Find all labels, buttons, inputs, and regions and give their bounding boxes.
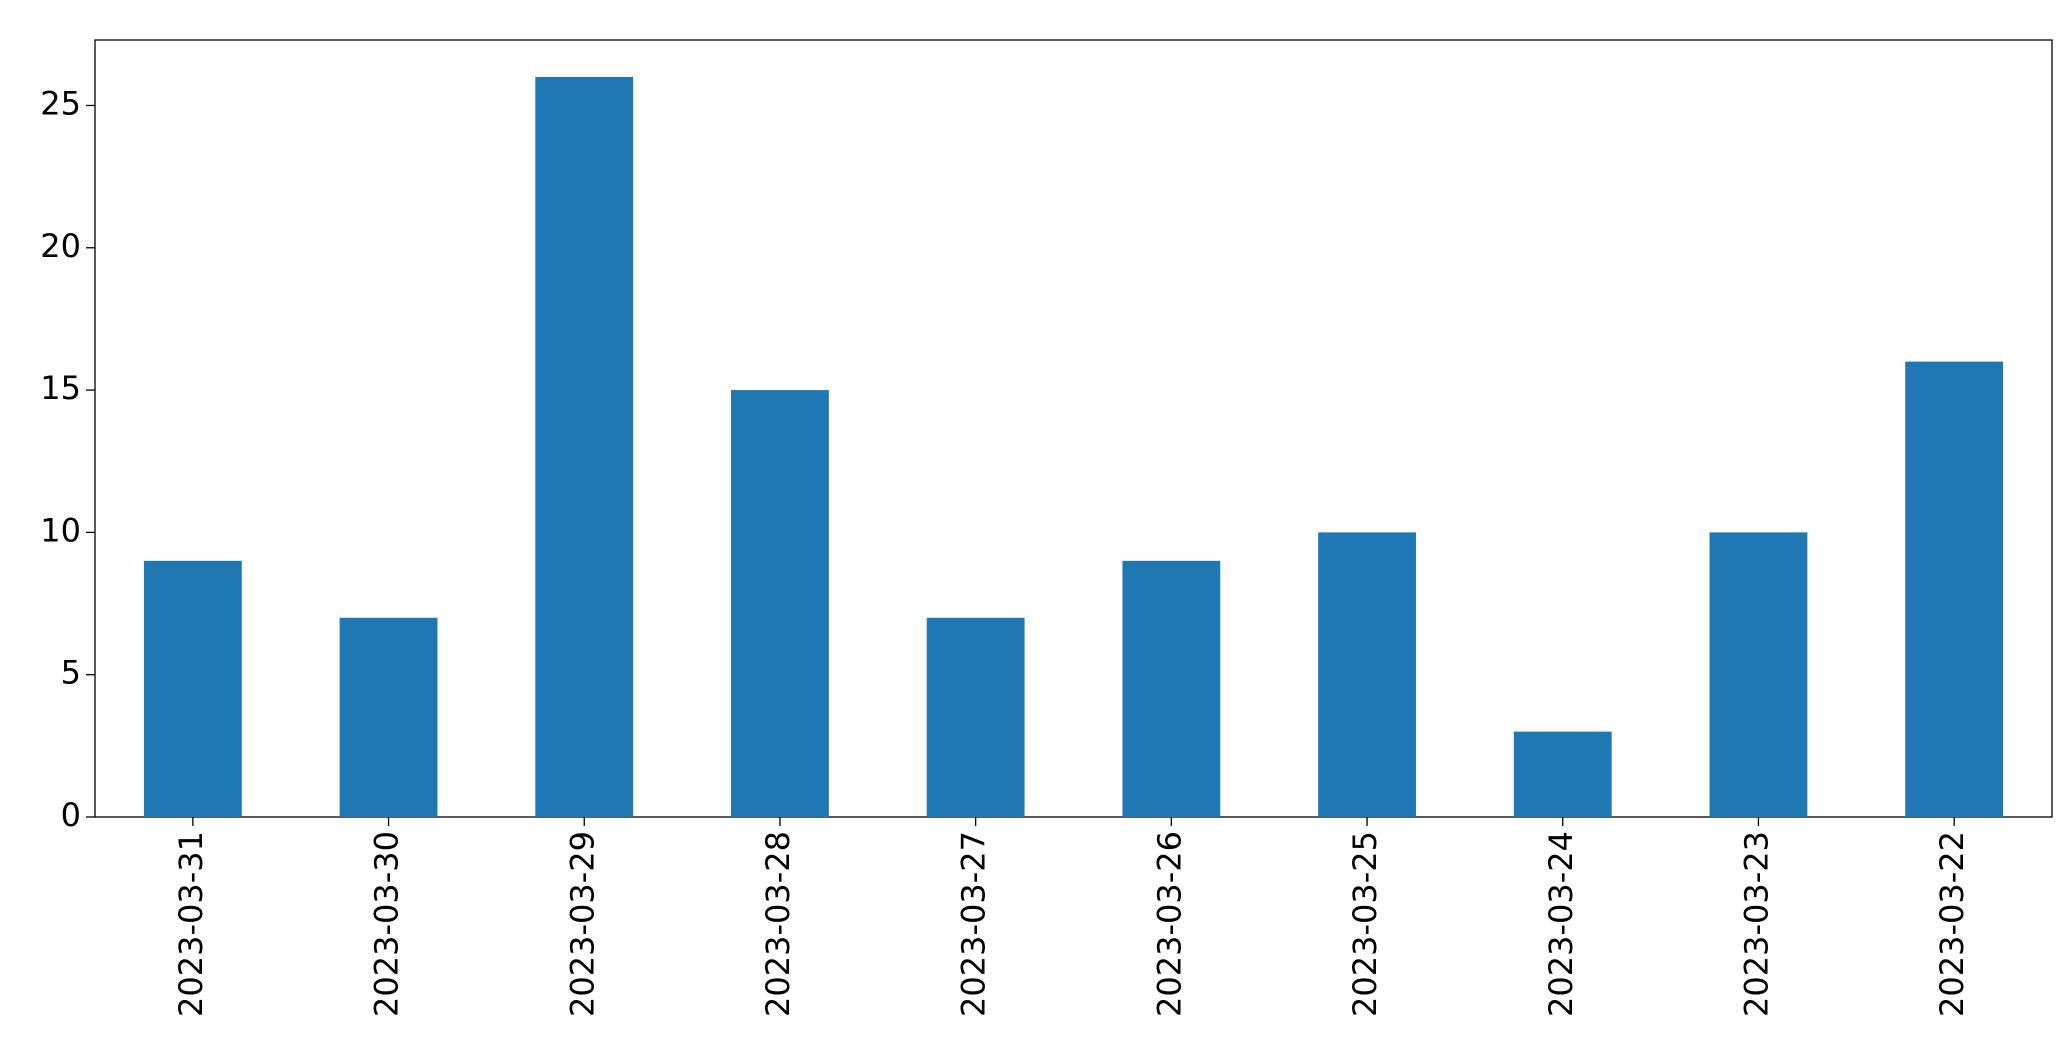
y-tick-label: 0 (61, 796, 81, 834)
x-tick-label: 2023-03-23 (1737, 831, 1775, 1017)
y-tick-label: 5 (61, 654, 81, 692)
x-tick-label: 2023-03-29 (563, 831, 601, 1017)
x-tick-label: 2023-03-30 (368, 831, 406, 1017)
bar (143, 560, 242, 817)
x-tick-label: 2023-03-24 (1542, 831, 1580, 1017)
x-tick-label: 2023-03-27 (955, 831, 993, 1017)
bar (1122, 560, 1221, 817)
x-tick-label: 2023-03-25 (1346, 831, 1384, 1017)
y-tick-label: 25 (40, 84, 81, 122)
y-tick-label: 15 (40, 369, 81, 407)
bar (926, 617, 1025, 817)
x-tick-label: 2023-03-22 (1933, 831, 1971, 1017)
bar (1318, 532, 1416, 817)
y-tick-label: 10 (40, 511, 81, 549)
x-tick-label: 2023-03-31 (172, 831, 210, 1017)
plot-frame (94, 39, 2053, 818)
bar (535, 77, 634, 817)
bar (1709, 532, 1808, 817)
bar (1513, 731, 1612, 817)
bar (339, 617, 438, 817)
bar (1905, 361, 2004, 817)
y-tick-label: 20 (40, 227, 81, 265)
x-tick-label: 2023-03-26 (1150, 831, 1188, 1017)
x-tick-label: 2023-03-28 (759, 831, 797, 1017)
bar (731, 390, 829, 817)
